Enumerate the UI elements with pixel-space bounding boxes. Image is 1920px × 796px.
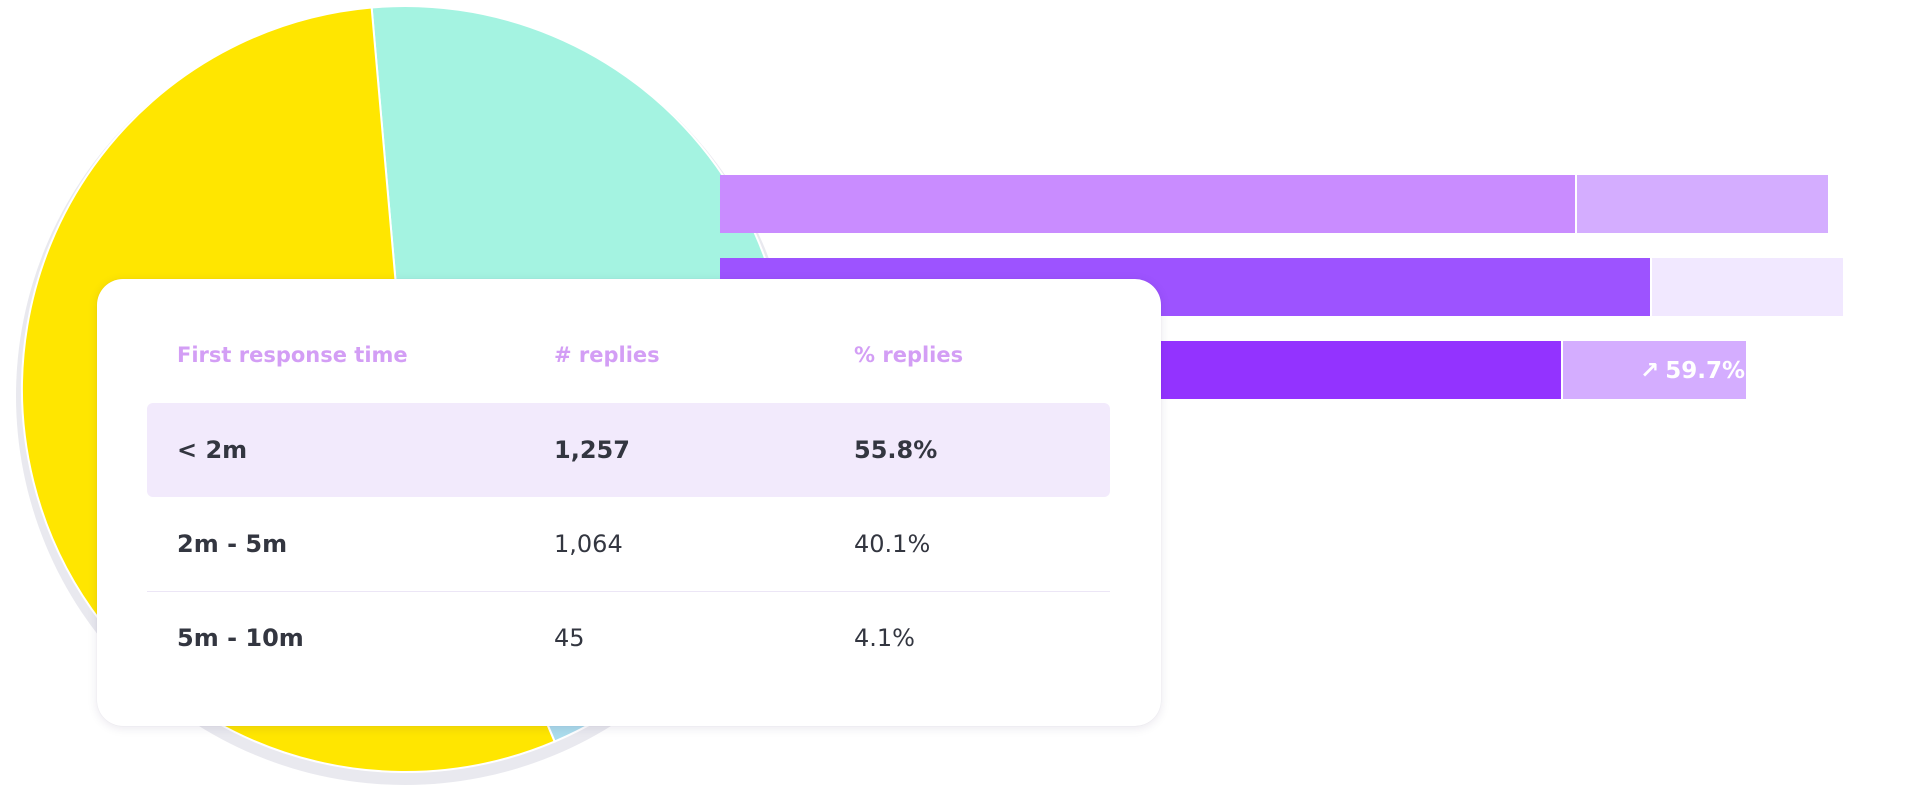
column-header-percent-replies: % replies <box>854 343 964 367</box>
table-row[interactable]: 5m - 10m 45 4.1% <box>147 591 1110 685</box>
bar-segment-secondary <box>1563 341 1746 399</box>
trend-value: 59.7% <box>1665 358 1746 384</box>
cell-reply-percent: 55.8% <box>854 436 938 464</box>
column-header-response-time: First response time <box>177 343 408 367</box>
cell-response-range: 2m - 5m <box>177 530 288 558</box>
trend-up-arrow-icon: ↗ <box>1640 358 1660 384</box>
cell-reply-count: 1,257 <box>554 436 630 464</box>
cell-reply-count: 45 <box>554 624 585 652</box>
bar-segment-secondary <box>1652 258 1843 316</box>
trend-annotation: ↗ 59.7% <box>1640 354 1745 388</box>
cell-reply-count: 1,064 <box>554 530 623 558</box>
table-row[interactable]: 2m - 5m 1,064 40.1% <box>147 497 1110 592</box>
cell-response-range: < 2m <box>177 436 248 464</box>
cell-response-range: 5m - 10m <box>177 624 304 652</box>
bar-segment-secondary <box>1577 175 1828 233</box>
bar-segment-primary <box>720 175 1575 233</box>
response-time-table-card: First response time # replies % replies … <box>97 279 1161 726</box>
cell-reply-percent: 40.1% <box>854 530 931 558</box>
cell-reply-percent: 4.1% <box>854 624 915 652</box>
table-header: First response time # replies % replies <box>97 279 1161 395</box>
column-header-replies: # replies <box>554 343 660 367</box>
table-row[interactable]: < 2m 1,257 55.8% <box>147 403 1110 497</box>
